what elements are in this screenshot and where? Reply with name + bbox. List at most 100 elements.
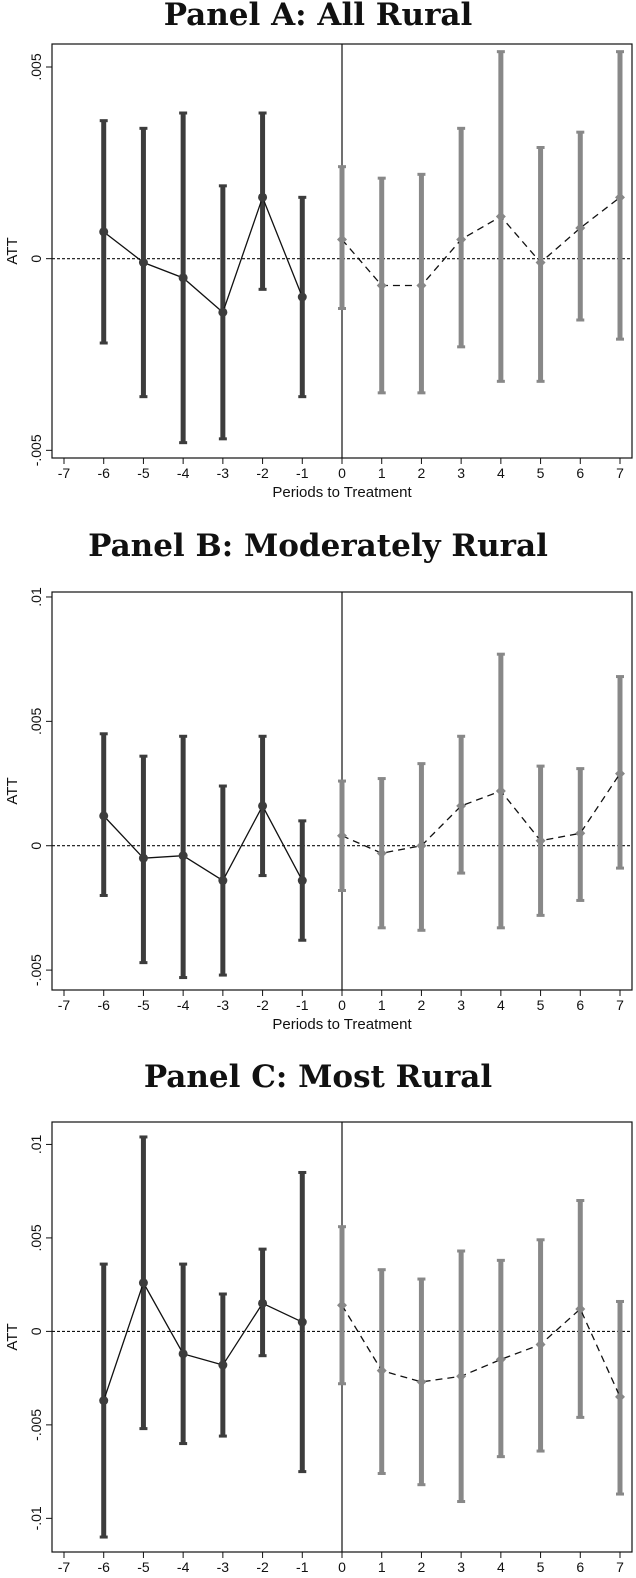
panel-a-x-tick-label: 4 [497,465,505,481]
panel-b-x-tick-label: -5 [137,997,150,1013]
panel-b-post-point [615,768,625,779]
panel-a-post-point [337,234,347,245]
panel-b-post-point [575,828,586,839]
panel-c-y-tick-label: -.005 [28,1409,44,1441]
panel-b-y-tick-label: .005 [28,708,44,735]
panel-c-x-tick-label: 6 [576,1559,584,1575]
panel-b-pre-point [258,801,268,811]
panel-a-x-tick-label: 5 [537,465,545,481]
panel-a-x-tick-label: 3 [457,465,465,481]
panel-c-x-tick-label: -4 [177,1559,190,1575]
panel-c-x-tick-label: -6 [97,1559,110,1575]
panel-a-post-line [341,196,621,287]
panel-b-x-tick-label: -6 [97,997,110,1013]
panel-a-x-tick-label: 6 [576,465,584,481]
panel-b-pre-point [218,876,228,886]
panel-b-y-tick-label: .01 [28,587,44,607]
panel-c-post-point [337,1300,347,1311]
panel-a-x-tick-label: 7 [616,465,624,481]
panel-b-pre-point [138,853,148,863]
panel-a-x-tick-label: -3 [217,465,230,481]
panel-c-post-point [535,1339,546,1350]
panel-a-x-tick-label: -1 [296,465,309,481]
panel-c-pre-point [297,1317,307,1327]
panel-c-x-tick-label: 7 [616,1559,624,1575]
panel-a-post-point [376,280,387,291]
panel-c-post-point [495,1354,506,1365]
panel-b-x-tick-label: -2 [256,997,269,1013]
panel-b-x-tick-label: 1 [378,997,386,1013]
panel-b-x-tick-label: 0 [338,997,346,1013]
panel-a-post-point [456,234,467,245]
panel-b-post-point [416,840,427,851]
panel-a-y-tick-label: -.005 [28,434,44,466]
panel-c-pre-point [218,1360,228,1370]
panel-b-x-tick-label: 3 [457,997,465,1013]
panel-b-x-tick-label: 5 [537,997,545,1013]
panel-a-x-tick-label: -6 [97,465,110,481]
panel-b-post-point [456,800,467,811]
panel-a-pre-point [138,258,148,267]
panel-c-post-point [416,1376,427,1387]
panel-c-y-tick-label: -.01 [28,1506,44,1530]
panel-c-y-tick-label: .01 [28,1134,44,1154]
panel-c-x-tick-label: 0 [338,1559,346,1575]
panel-b-x-tick-label: -1 [296,997,309,1013]
panel-c-y-tick-label: .005 [28,1224,44,1251]
panel-a-post-point [495,211,506,222]
panel-a-pre-point [297,292,307,302]
panel-b-pre-point [297,876,307,886]
panel-a-x-tick-label: 2 [418,465,426,481]
panel-c-post-point [456,1371,467,1382]
panel-a-title: Panel A: All Rural [163,0,473,33]
panel-b-chart: -7 -6 -5 -4 -3 -2 -1 0 1 2 3 4 5 6 7 Periods to Treatme… [4,587,633,1033]
panel-c-pre-point [138,1278,148,1288]
panel-a-x-axis-title: Periods to Treatment [272,484,412,501]
panel-a-pre-line [103,195,303,314]
panel-c-post-point [615,1391,625,1402]
panel-b-x-tick-label: 6 [576,997,584,1013]
panel-b-post-line [341,773,621,854]
panel-b-post-point [337,830,347,841]
panel-b-y-tick-label: 0 [28,842,44,850]
panel-c-pre-point [99,1396,109,1406]
panel-a-post-point [575,223,586,233]
panel-b-pre-point [99,811,109,821]
panel-c-y-tick-label: 0 [28,1327,44,1335]
panel-c-x-tick-label: -7 [58,1559,71,1575]
panel-b-x-tick-label: 2 [418,997,426,1013]
panel-b-post-point [535,835,546,846]
panel-c-x-tick-label: 2 [418,1559,426,1575]
panel-a-pre-point [99,227,109,237]
panel-a-x-tick-label: 1 [378,465,386,481]
panel-c-pre-point [258,1298,268,1308]
panel-b-post-point [376,848,387,859]
panel-b-x-tick-label: 7 [616,997,624,1013]
panel-c-y-axis-title: ATT [4,1323,21,1350]
panel-b-x-tick-label: -4 [177,997,190,1013]
panel-b-x-tick-label: -3 [217,997,230,1013]
panel-b-x-tick-label: -7 [58,997,71,1013]
panel-a-post-point [416,280,427,291]
panel-b-pre-line [103,804,303,882]
panel-b-pre-point [178,851,188,861]
panel-a-y-tick-label: .005 [28,53,44,80]
panel-c-pre-line [103,1281,303,1401]
panel-b-x-tick-label: 4 [497,997,505,1013]
panel-a-post-point [615,192,625,203]
panel-a-x-tick-label: -7 [58,465,71,481]
panel-c-x-tick-label: 5 [537,1559,545,1575]
panel-a-x-tick-label: 0 [338,465,346,481]
panel-b-y-tick-label: -.005 [28,954,44,986]
panel-a-y-tick-label: 0 [28,255,44,263]
panel-c-x-tick-label: -2 [256,1559,269,1575]
panel-a-chart: -7 -6 -5 -4 -3 -2 -1 0 1 2 3 4 5 6 7 Periods to Treatme… [4,43,633,501]
panel-c-x-tick-label: 1 [378,1559,386,1575]
panel-a-x-tick-label: -2 [256,465,269,481]
panel-a-y-axis-title: ATT [4,237,21,264]
panel-a-pre-point [258,192,268,202]
panel-a-pre-point [178,273,188,283]
panel-b-title: Panel B: Moderately Rural [88,528,548,564]
